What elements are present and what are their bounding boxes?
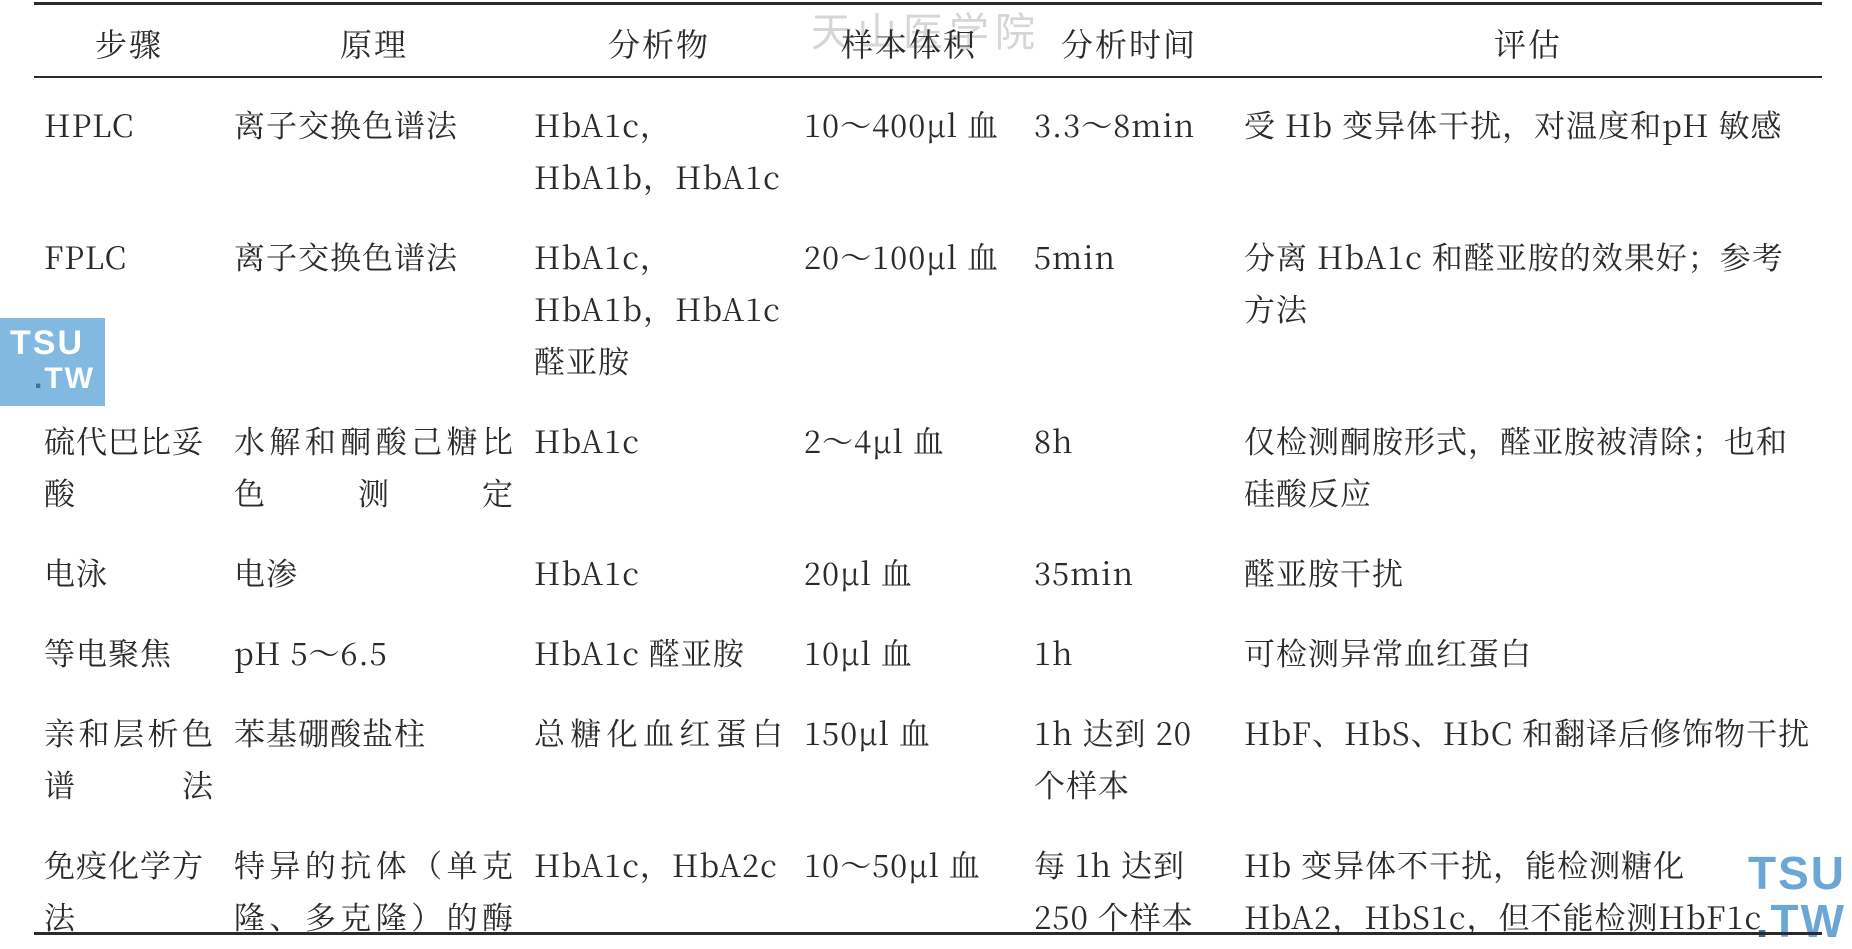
cell-analysis-time: 5min [1024,216,1234,400]
cell-principle: 特异的抗体（单克隆、多克隆）的酶免法和免疫比浊法 [224,824,524,949]
cell-analysis-time: 每 1h 达到 250 个样本 [1024,824,1234,949]
table-row: 等电聚焦 pH 5～6.5 HbA1c 醛亚胺 10μl 血 1h 可检测异常血… [34,612,1822,692]
cell-analyte: HbA1c，HbA1b，HbA1c 醛亚胺 [524,216,794,400]
cell-sample-volume: 2～4μl 血 [794,400,1024,532]
cell-evaluation: 分离 HbA1c 和醛亚胺的效果好；参考方法 [1234,216,1822,400]
cell-sample-volume: 20μl 血 [794,532,1024,612]
cell-step: 免疫化学方法 [34,824,224,949]
col-header-principle: 原理 [224,2,524,84]
cell-principle: 电渗 [224,532,524,612]
col-header-sample-volume: 样本体积 [794,2,1024,84]
cell-principle: pH 5～6.5 [224,612,524,692]
cell-evaluation: 可检测异常血红蛋白 [1234,612,1822,692]
table-row: HPLC 离子交换色谱法 HbA1c，HbA1b，HbA1c 10～400μl … [34,84,1822,216]
watermark-tsu-line2: .TW [10,362,95,396]
methods-table: 步骤 原理 分析物 样本体积 分析时间 评估 HPLC 离子交换色谱法 HbA1… [34,2,1822,949]
cell-analysis-time: 1h [1024,612,1234,692]
cell-evaluation: 仅检测酮胺形式，醛亚胺被清除；也和硅酸反应 [1234,400,1822,532]
cell-sample-volume: 10～400μl 血 [794,84,1024,216]
cell-step: HPLC [34,84,224,216]
cell-analyte: 总糖化血红蛋白 [524,692,794,824]
cell-evaluation: Hb 变异体不干扰，能检测糖化 HbA2，HbS1c，但不能检测HbF1c [1234,824,1822,949]
table-container: 步骤 原理 分析物 样本体积 分析时间 评估 HPLC 离子交换色谱法 HbA1… [34,2,1822,937]
watermark-tsu-dot: . [34,362,44,395]
table-header-row: 步骤 原理 分析物 样本体积 分析时间 评估 [34,2,1822,84]
watermark-left-tsu: TSU .TW [0,318,105,406]
cell-principle: 苯基硼酸盐柱 [224,692,524,824]
cell-evaluation: 受 Hb 变异体干扰，对温度和pH 敏感 [1234,84,1822,216]
table-row: FPLC 离子交换色谱法 HbA1c，HbA1b，HbA1c 醛亚胺 20～10… [34,216,1822,400]
cell-principle: 离子交换色谱法 [224,84,524,216]
cell-sample-volume: 20～100μl 血 [794,216,1024,400]
watermark-tsu-line1: TSU [10,324,95,362]
cell-evaluation: 醛亚胺干扰 [1234,532,1822,612]
cell-sample-volume: 10μl 血 [794,612,1024,692]
cell-principle: 水解和酮酸己糖比色测定 [224,400,524,532]
cell-principle: 离子交换色谱法 [224,216,524,400]
cell-step: 硫代巴比妥酸 [34,400,224,532]
col-header-evaluation: 评估 [1234,2,1822,84]
cell-sample-volume: 150μl 血 [794,692,1024,824]
table-row: 免疫化学方法 特异的抗体（单克隆、多克隆）的酶免法和免疫比浊法 HbA1c，Hb… [34,824,1822,949]
table-row: 电泳 电渗 HbA1c 20μl 血 35min 醛亚胺干扰 [34,532,1822,612]
cell-analyte: HbA1c [524,532,794,612]
cell-analyte: HbA1c，HbA1b，HbA1c [524,84,794,216]
cell-analyte: HbA1c [524,400,794,532]
cell-analyte: HbA1c，HbA2c [524,824,794,949]
cell-analysis-time: 35min [1024,532,1234,612]
cell-analysis-time: 3.3～8min [1024,84,1234,216]
page-root: 天山医学院 TSU .TW TSU .TW 步骤 原理 分析物 样本体积 分析时… [0,0,1852,949]
table-row: 亲和层析色谱法 苯基硼酸盐柱 总糖化血红蛋白 150μl 血 1h 达到 20 … [34,692,1822,824]
cell-step: 亲和层析色谱法 [34,692,224,824]
cell-step: 电泳 [34,532,224,612]
cell-analysis-time: 1h 达到 20 个样本 [1024,692,1234,824]
cell-analyte: HbA1c 醛亚胺 [524,612,794,692]
cell-evaluation: HbF、HbS、HbC 和翻译后修饰物干扰 [1234,692,1822,824]
table-row: 硫代巴比妥酸 水解和酮酸己糖比色测定 HbA1c 2～4μl 血 8h 仅检测酮… [34,400,1822,532]
col-header-analysis-time: 分析时间 [1024,2,1234,84]
watermark-tsu-tw: TW [44,362,95,395]
col-header-step: 步骤 [34,2,224,84]
cell-step: 等电聚焦 [34,612,224,692]
col-header-analyte: 分析物 [524,2,794,84]
cell-sample-volume: 10～50μl 血 [794,824,1024,949]
cell-analysis-time: 8h [1024,400,1234,532]
